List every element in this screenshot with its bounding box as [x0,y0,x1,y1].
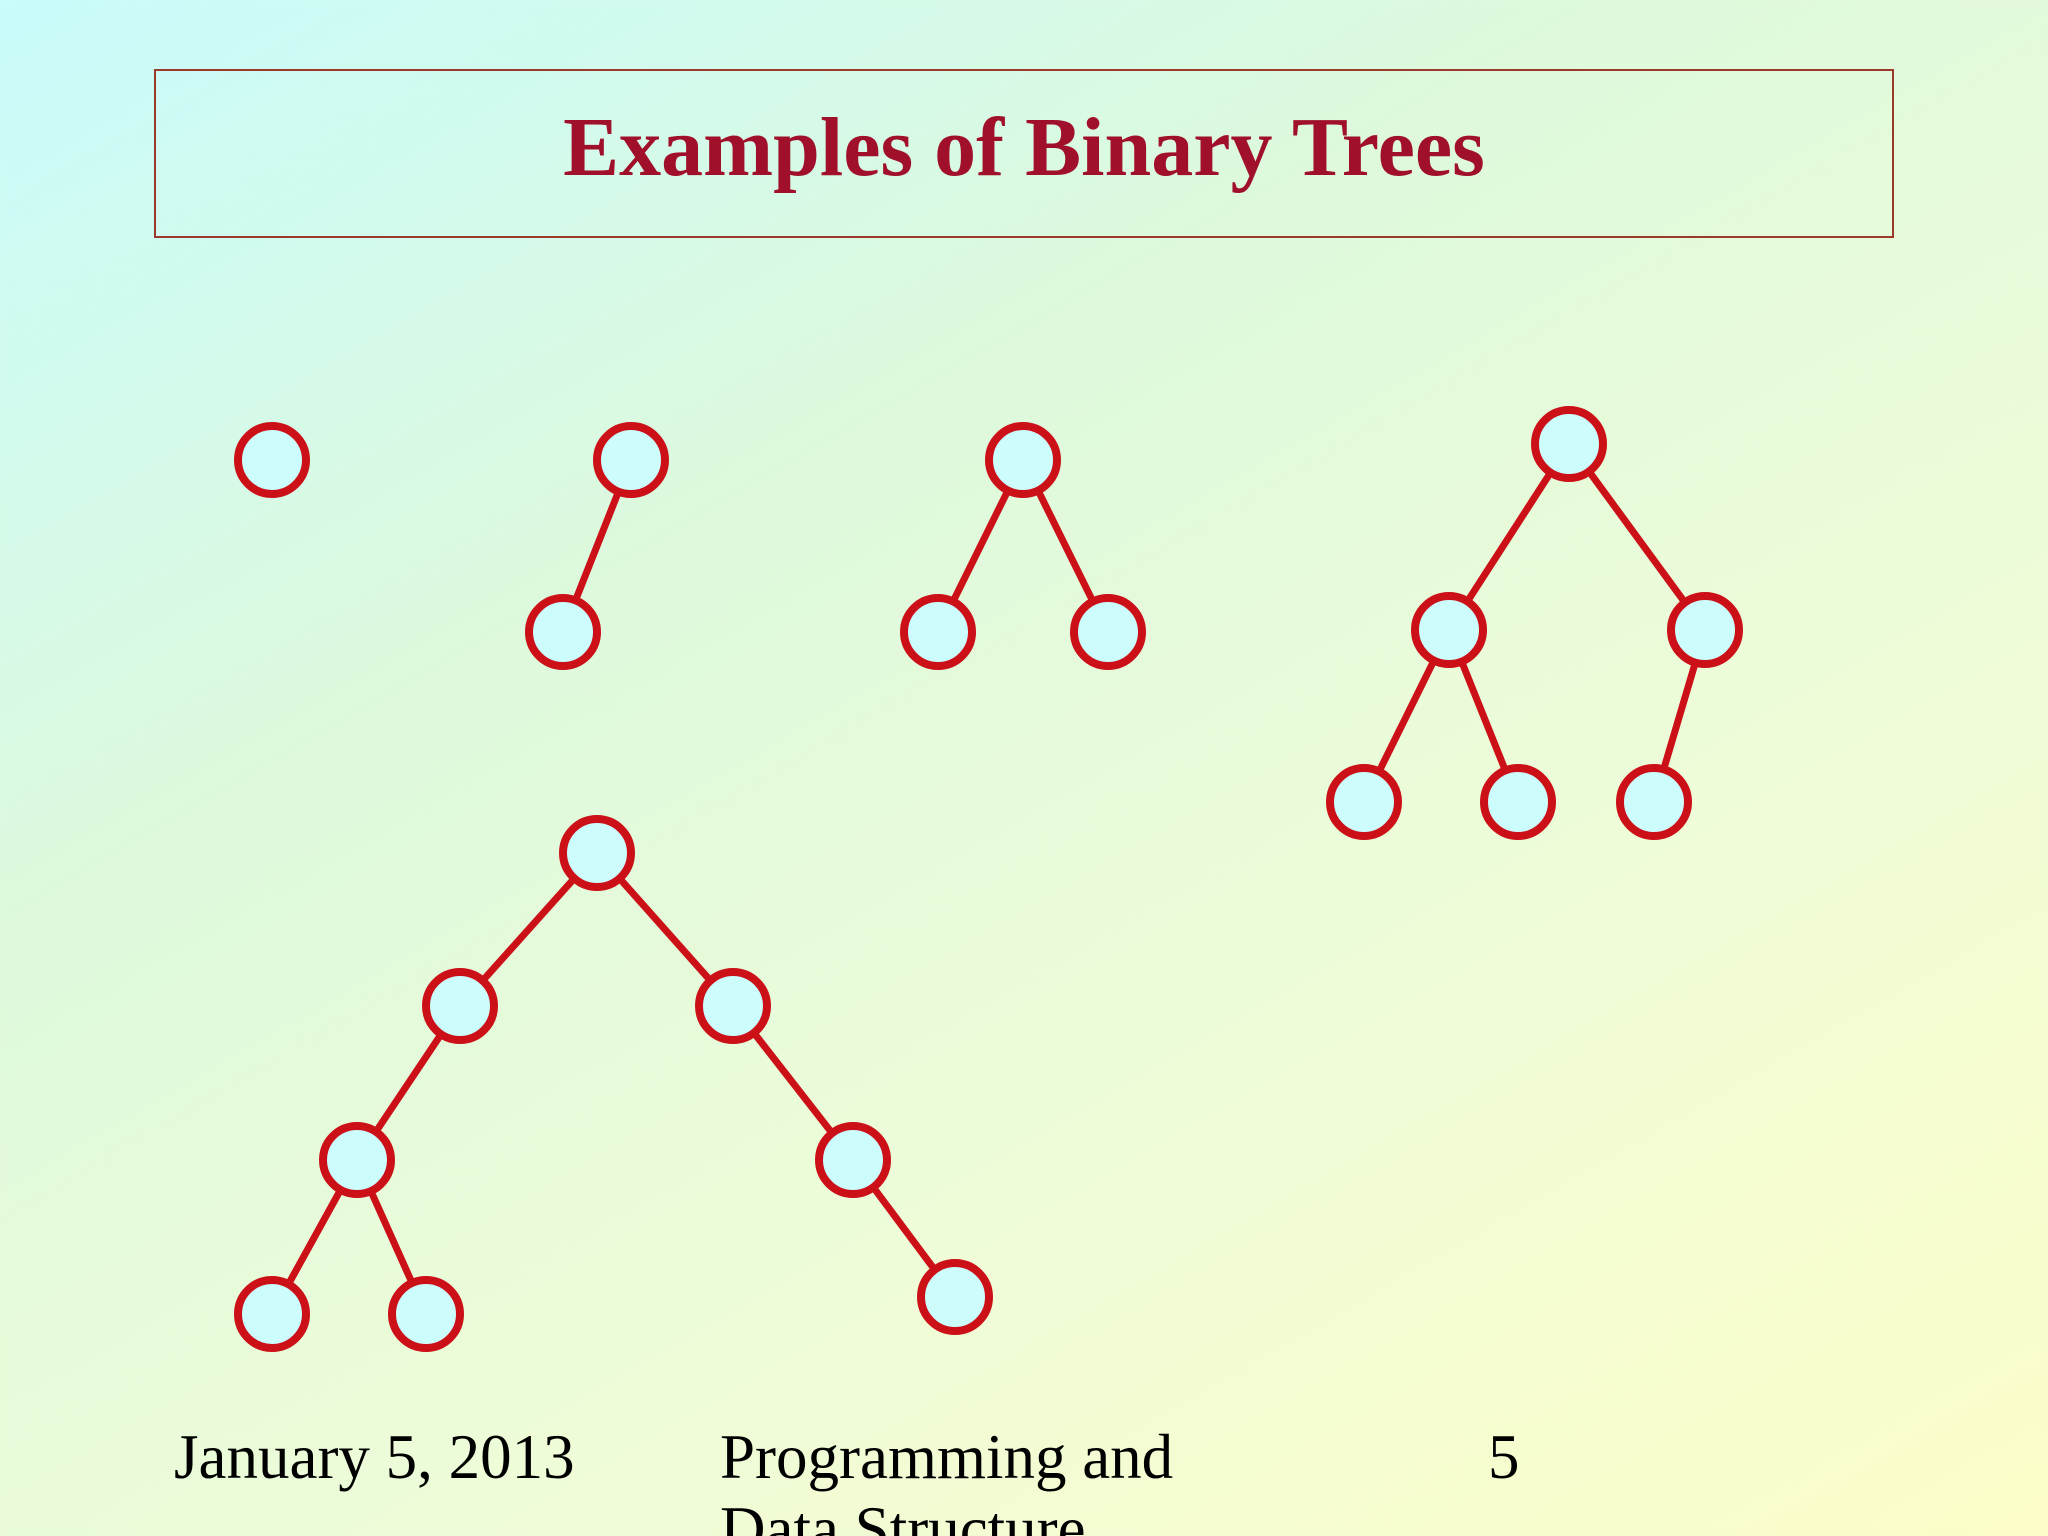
tree-node [1480,764,1556,840]
footer-course-title: Programming and Data Structure [720,1421,1173,1536]
tree-node [1616,764,1692,840]
slide-title-box: Examples of Binary Trees [154,69,1894,238]
footer-date: January 5, 2013 [174,1422,575,1492]
tree-node [1326,764,1402,840]
slide-title: Examples of Binary Trees [563,100,1485,194]
tree-node [559,815,635,891]
tree-node [1070,594,1146,670]
footer-page-number: 5 [1488,1422,1520,1492]
tree-node [1531,406,1607,482]
tree-6-nodes [1326,406,1743,840]
footer-course-line-2: Data Structure [720,1494,1086,1536]
tree-node [1667,592,1743,668]
footer-course-line-1: Programming and [720,1422,1174,1492]
tree-edge [1565,440,1709,634]
tree-8-nodes [234,815,993,1352]
tree-node [422,968,498,1044]
tree-node [234,422,310,498]
tree-node [1411,592,1487,668]
tree-2-nodes [525,422,669,670]
tree-node [900,594,976,670]
tree-node [319,1122,395,1198]
tree-node [525,594,601,670]
tree-node [234,1276,310,1352]
tree-1-node [234,422,310,498]
tree-node [593,422,669,498]
tree-node [388,1276,464,1352]
tree-3-nodes [900,422,1146,670]
tree-node [917,1259,993,1335]
tree-node [695,968,771,1044]
tree-node [815,1122,891,1198]
tree-node [985,422,1061,498]
